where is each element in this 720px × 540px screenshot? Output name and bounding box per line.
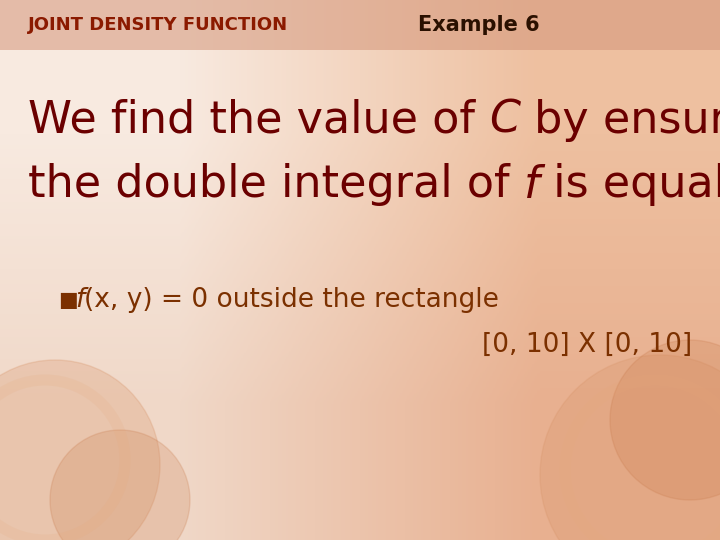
Bar <box>0 0 720 50</box>
Text: C: C <box>489 98 521 141</box>
Circle shape <box>540 355 720 540</box>
Circle shape <box>610 340 720 500</box>
Circle shape <box>0 360 160 540</box>
Text: Example 6: Example 6 <box>418 15 539 35</box>
Text: We find the value of: We find the value of <box>28 98 489 141</box>
Text: is equal to 1.: is equal to 1. <box>539 164 720 206</box>
Text: JOINT DENSITY FUNCTION: JOINT DENSITY FUNCTION <box>28 16 288 34</box>
Text: f: f <box>75 287 84 313</box>
Circle shape <box>50 430 190 540</box>
Text: ■: ■ <box>58 290 78 310</box>
Text: the double integral of: the double integral of <box>28 164 523 206</box>
Text: f: f <box>523 164 539 206</box>
Text: by ensuring that: by ensuring that <box>521 98 720 141</box>
Text: (x, y) = 0 outside the rectangle: (x, y) = 0 outside the rectangle <box>84 287 499 313</box>
Text: [0, 10] X [0, 10]: [0, 10] X [0, 10] <box>482 332 692 358</box>
